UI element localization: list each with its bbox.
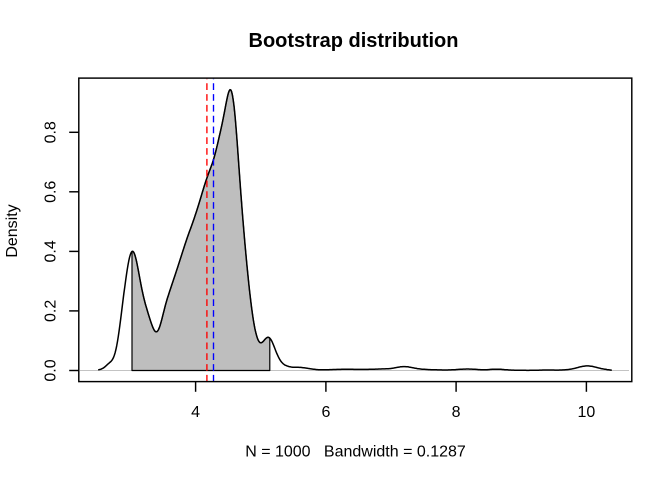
svg-text:10: 10 — [578, 404, 596, 421]
svg-text:8: 8 — [452, 404, 461, 421]
svg-text:0.2: 0.2 — [43, 300, 60, 322]
svg-text:Density: Density — [4, 204, 21, 257]
svg-text:6: 6 — [321, 404, 330, 421]
svg-text:4: 4 — [191, 404, 200, 421]
svg-text:N = 1000 Bandwidth = 0.1287: N = 1000 Bandwidth = 0.1287 — [245, 444, 466, 461]
svg-text:0.0: 0.0 — [43, 359, 60, 381]
svg-text:0.8: 0.8 — [43, 121, 60, 143]
svg-text:0.4: 0.4 — [43, 240, 60, 262]
svg-text:Bootstrap distribution: Bootstrap distribution — [249, 30, 459, 52]
svg-text:0.6: 0.6 — [43, 181, 60, 203]
